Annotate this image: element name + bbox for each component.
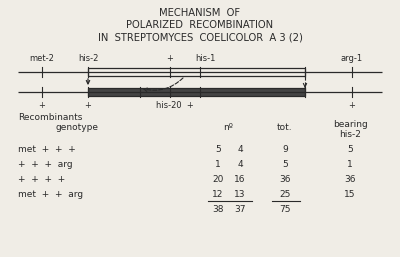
- Text: 36: 36: [279, 175, 291, 184]
- Text: 1: 1: [215, 160, 221, 169]
- Text: his-2: his-2: [78, 54, 98, 63]
- Text: met  +  +  arg: met + + arg: [18, 190, 83, 199]
- Text: his-2: his-2: [339, 130, 361, 139]
- Text: +  +  +  +: + + + +: [18, 175, 65, 184]
- Bar: [88, 88, 305, 96]
- Text: 15: 15: [344, 190, 356, 199]
- Text: 1: 1: [347, 160, 353, 169]
- Text: MECHANISM  OF: MECHANISM OF: [160, 8, 240, 18]
- Text: +: +: [38, 101, 46, 110]
- Text: 5: 5: [282, 160, 288, 169]
- Text: met  +  +  +: met + + +: [18, 145, 76, 154]
- Text: his-20  +: his-20 +: [156, 101, 194, 110]
- Text: 37: 37: [234, 205, 246, 214]
- Text: 20: 20: [212, 175, 224, 184]
- Text: Recombinants: Recombinants: [18, 113, 82, 122]
- Text: 5: 5: [347, 145, 353, 154]
- Text: met-2: met-2: [30, 54, 54, 63]
- Text: his-1: his-1: [195, 54, 215, 63]
- Text: genotype: genotype: [55, 123, 98, 132]
- Bar: [88, 68, 305, 76]
- Text: IN  STREPTOMYCES  COELICOLOR  A 3 (2): IN STREPTOMYCES COELICOLOR A 3 (2): [98, 32, 302, 42]
- Text: 13: 13: [234, 190, 246, 199]
- Text: 38: 38: [212, 205, 224, 214]
- Text: +: +: [166, 54, 174, 63]
- Text: 4: 4: [237, 160, 243, 169]
- Text: 25: 25: [279, 190, 291, 199]
- Text: nº: nº: [223, 123, 233, 132]
- Text: +  +  +  arg: + + + arg: [18, 160, 73, 169]
- Text: +: +: [84, 101, 92, 110]
- Text: tot.: tot.: [277, 123, 293, 132]
- Text: 36: 36: [344, 175, 356, 184]
- Text: 5: 5: [215, 145, 221, 154]
- Text: 75: 75: [279, 205, 291, 214]
- Text: POLARIZED  RECOMBINATION: POLARIZED RECOMBINATION: [126, 20, 274, 30]
- Text: 9: 9: [282, 145, 288, 154]
- Text: 16: 16: [234, 175, 246, 184]
- Text: bearing: bearing: [333, 120, 367, 129]
- Text: +: +: [348, 101, 356, 110]
- Text: 4: 4: [237, 145, 243, 154]
- Text: arg-1: arg-1: [341, 54, 363, 63]
- Text: 12: 12: [212, 190, 224, 199]
